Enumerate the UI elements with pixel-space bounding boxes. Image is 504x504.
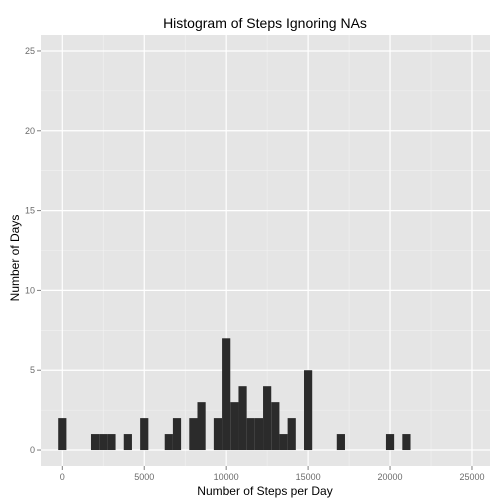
- x-tick-label: 20000: [378, 472, 403, 482]
- y-tick-label: 0: [30, 445, 35, 455]
- bars: [58, 338, 411, 451]
- y-tick-label: 25: [25, 46, 35, 56]
- histogram-bar: [90, 434, 100, 451]
- y-axis-title: Number of Days: [8, 215, 22, 302]
- histogram-bar: [246, 418, 255, 451]
- histogram-bar: [336, 434, 345, 451]
- histogram-bar: [402, 434, 411, 451]
- histogram-bar: [164, 434, 173, 451]
- histogram-bar: [140, 418, 149, 451]
- histogram-bar: [238, 386, 247, 451]
- histogram-bar: [279, 434, 288, 451]
- histogram-bar: [58, 418, 67, 451]
- y-tick-label: 5: [30, 365, 35, 375]
- histogram-bar: [230, 402, 239, 451]
- histogram-bar: [287, 418, 296, 451]
- x-tick-label: 15000: [296, 472, 321, 482]
- y-axis: 0 5 10 15 20 25: [25, 46, 41, 455]
- histogram-bar: [197, 402, 206, 451]
- y-tick-label: 20: [25, 126, 35, 136]
- x-tick-label: 10000: [214, 472, 239, 482]
- grid-lines: [41, 35, 490, 466]
- histogram-bar: [107, 434, 116, 451]
- x-tick-label: 5000: [134, 472, 154, 482]
- histogram-bar: [263, 386, 272, 451]
- histogram-bar: [222, 338, 231, 451]
- y-tick-label: 15: [25, 206, 35, 216]
- histogram-bar: [304, 370, 313, 451]
- y-tick-label: 10: [25, 285, 35, 295]
- histogram-bar: [213, 418, 223, 451]
- x-tick-label: 25000: [459, 472, 484, 482]
- histogram-bar: [254, 418, 264, 451]
- histogram-bar: [189, 418, 198, 451]
- histogram-bar: [99, 434, 108, 451]
- x-tick-label: 0: [60, 472, 65, 482]
- histogram-bar: [385, 434, 395, 451]
- chart-title: Histogram of Steps Ignoring NAs: [163, 15, 367, 31]
- histogram-bar: [172, 418, 182, 451]
- x-axis: 0 5000 10000 15000 20000 25000: [60, 466, 484, 482]
- x-axis-title: Number of Steps per Day: [197, 484, 332, 498]
- histogram-bar: [123, 434, 132, 451]
- histogram-bar: [271, 402, 280, 451]
